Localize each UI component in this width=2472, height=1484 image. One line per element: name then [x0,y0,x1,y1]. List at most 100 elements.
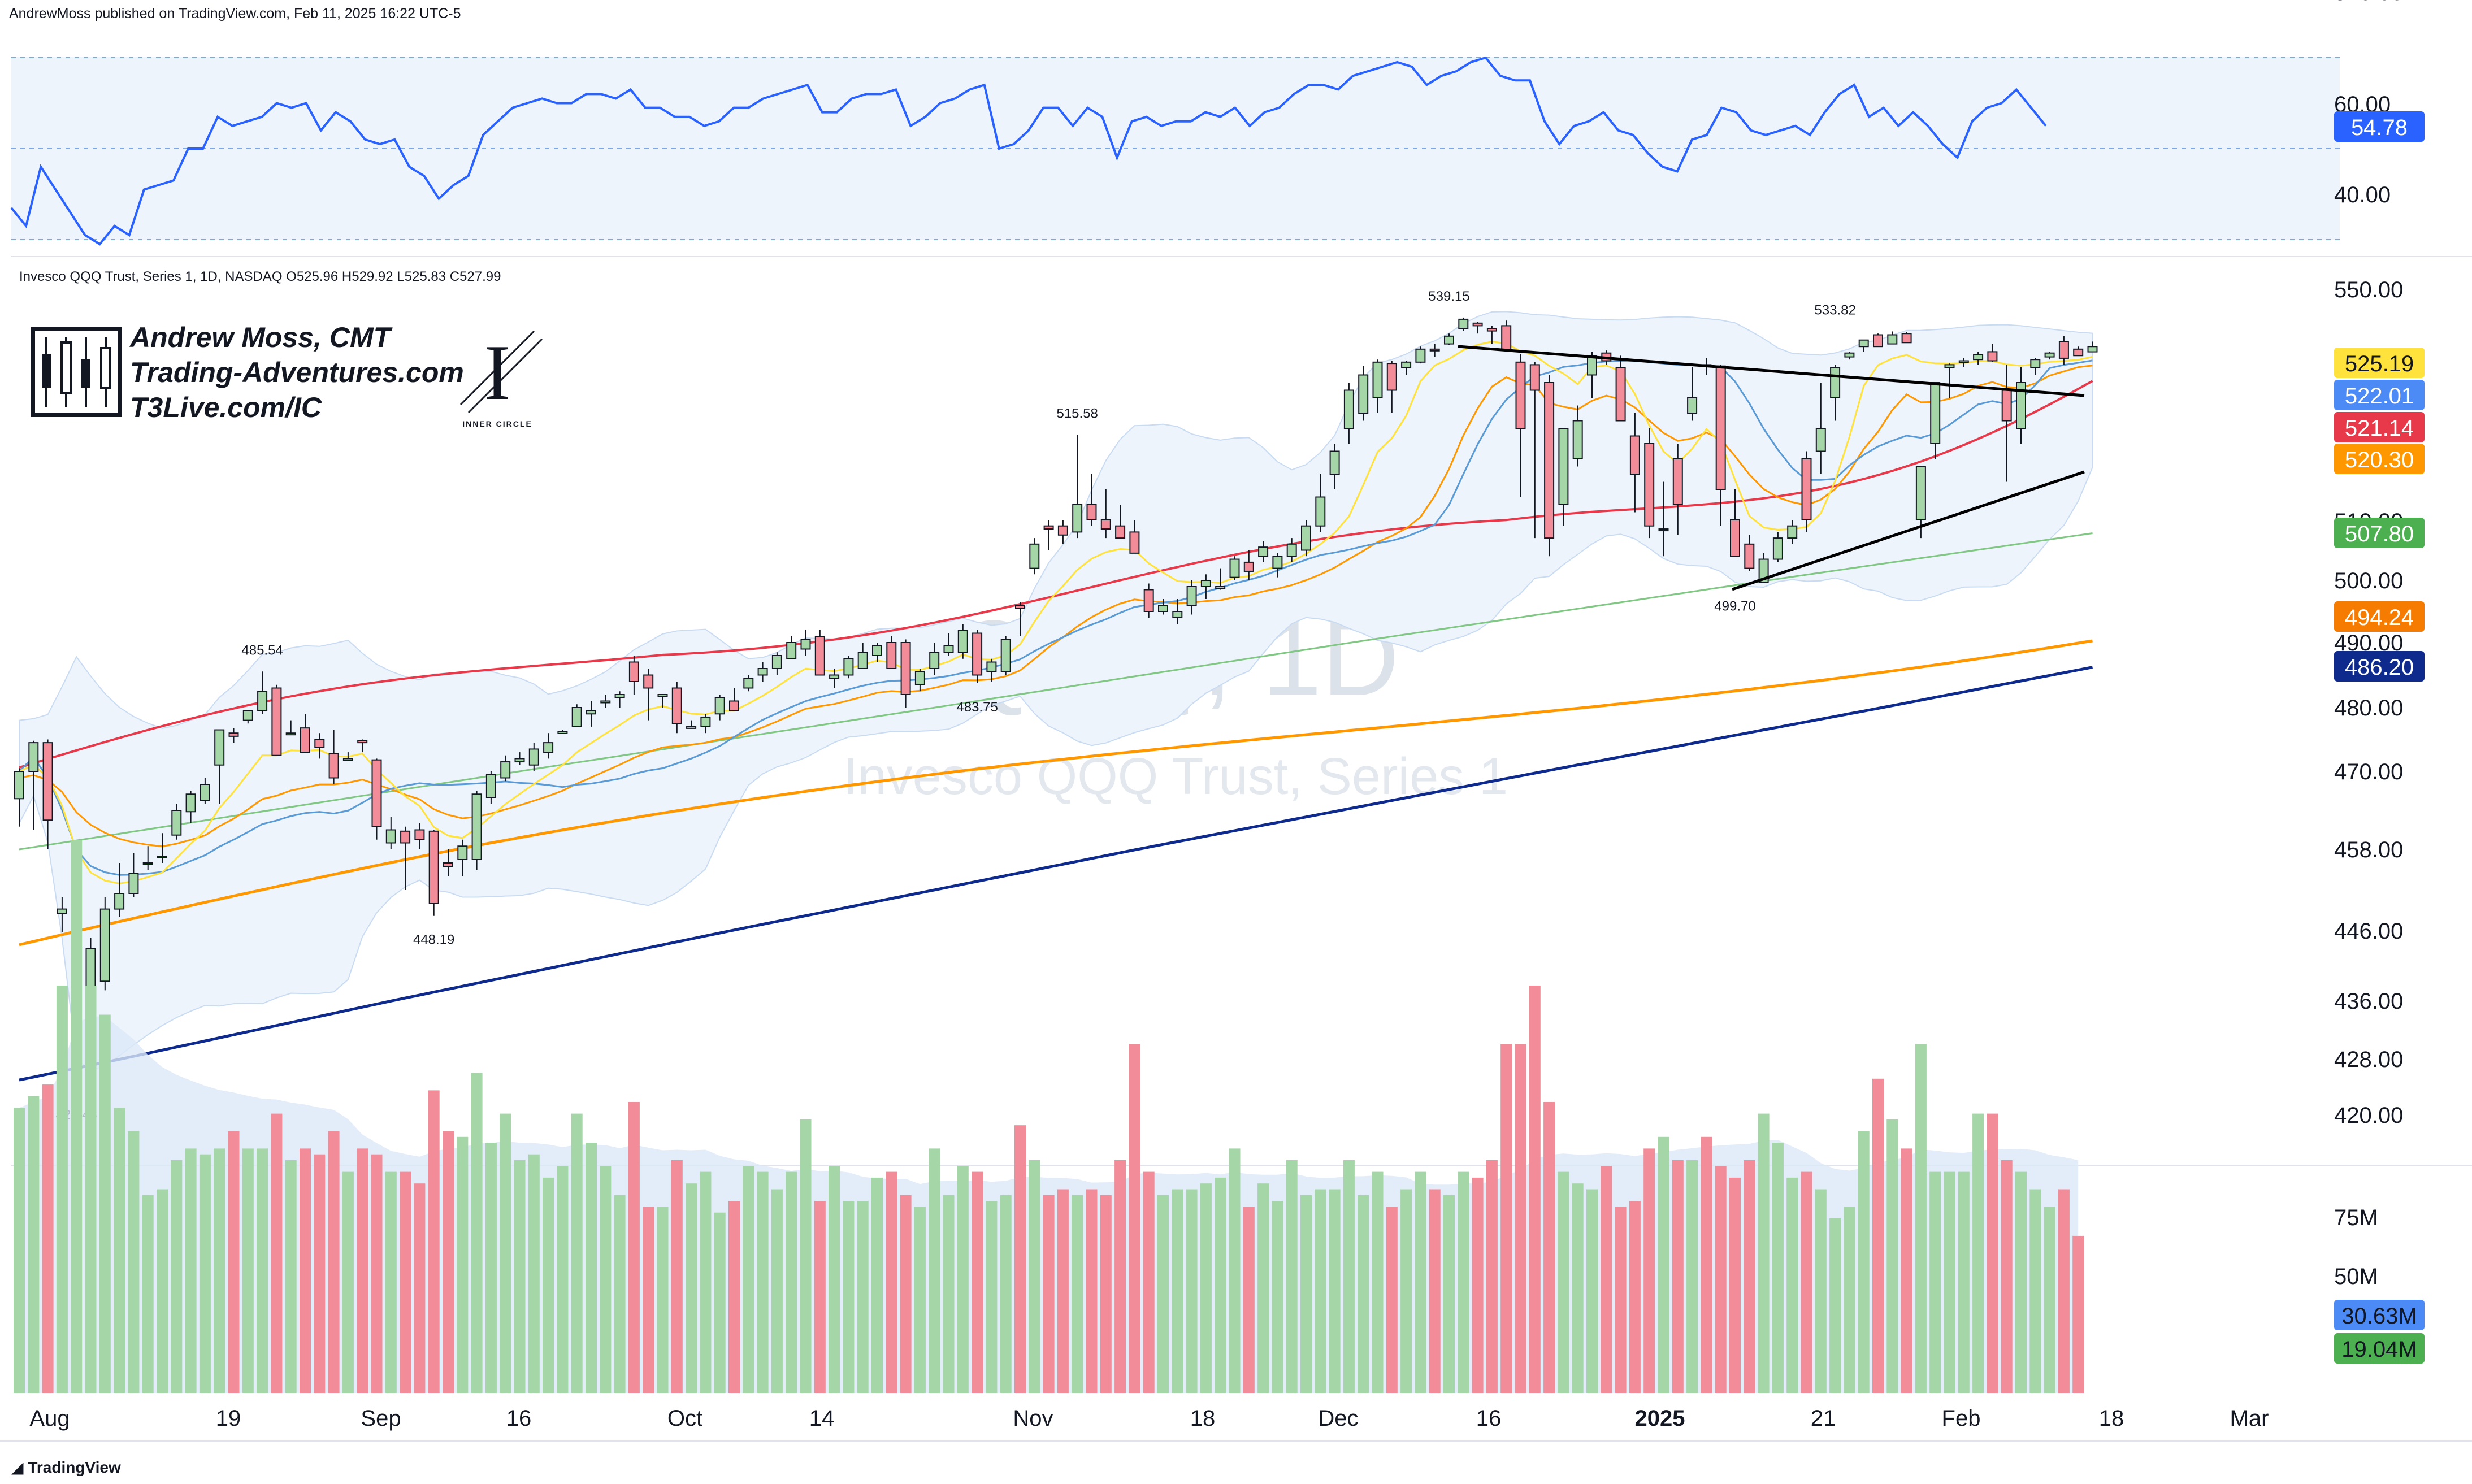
candle [443,849,453,876]
candle [1372,359,1383,413]
candle-body [1272,556,1283,569]
candle [171,804,182,840]
candle-body [371,759,382,827]
candle [1687,367,1698,421]
candle-body [1143,589,1154,612]
candle [385,817,396,849]
candle-body [1043,525,1054,530]
volume-bar [1086,1189,1098,1393]
volume-bar [1257,1183,1269,1393]
candle [972,630,983,683]
candle [357,739,368,753]
candle-body [1944,364,1955,368]
time-tick: 2025 [1635,1406,1685,1431]
candle [2016,367,2026,444]
candle-body [114,893,125,910]
candle [185,791,196,823]
candle-body [929,652,940,669]
svg-text:I: I [484,329,511,416]
candle-body [514,758,525,763]
candle-body [385,829,396,844]
time-axis[interactable]: Aug 19 Sep 16 Oct 14 Nov 18 Dec 16 2025 21 Feb 18 Mar [29,1406,2269,1431]
candle [557,730,568,734]
candle [1115,505,1126,539]
time-tick: 18 [1190,1406,1216,1431]
candle-body [1973,354,1984,361]
candle [1015,602,1025,636]
volume-bar [1744,1160,1755,1393]
volume-bar [1729,1177,1741,1393]
volume-bar [1243,1207,1255,1393]
candle [1444,333,1454,345]
candle-body [1258,546,1269,557]
candle-body [300,727,310,753]
candle-body [485,774,496,798]
footer-label: TradingView [28,1459,121,1476]
upper-trendline[interactable] [1458,345,2085,397]
volume-bar [1629,1201,1641,1393]
candle [757,662,768,682]
volume-bar [2072,1235,2084,1393]
candle [514,752,525,765]
candle-body [1229,558,1240,578]
volume-bar [1758,1113,1770,1393]
candle [42,739,53,849]
candle-body [1029,543,1040,569]
candle [400,826,411,890]
candle-body [1129,531,1140,554]
time-tick: Sep [361,1406,401,1431]
svg-text:54.78: 54.78 [2351,115,2408,140]
volume-bar [1300,1195,1312,1393]
time-tick: 19 [216,1406,241,1431]
price-label-badge: 19.04M [2334,1333,2425,1364]
volume-bar [414,1183,426,1393]
volume-bar [657,1207,669,1393]
candle-body [14,771,24,800]
volume-bar [1844,1207,1855,1393]
candle-body [357,740,368,744]
volume-bar [543,1177,554,1393]
price-label-badge: 522.01 [2334,380,2425,410]
candle-body [99,908,110,982]
volume-bar [71,840,83,1393]
candle [1158,599,1168,615]
volume-bar [1815,1189,1827,1393]
volume-bar [471,1073,483,1393]
volume-bar [1886,1119,1898,1393]
candle [771,652,782,675]
candle-body [142,862,153,865]
candle [371,758,382,840]
candle [257,671,268,714]
svg-text:521.14: 521.14 [2345,416,2414,441]
volume-bar [357,1148,368,1393]
candle [571,704,582,727]
candle [929,643,940,675]
inner-circle-text: INNER CIRCLE [462,419,532,428]
candle-body [1186,586,1197,606]
candle [1815,383,1826,474]
candle [2073,346,2084,357]
candle [2087,341,2098,353]
candle [1887,331,1898,345]
volume-bar [1329,1189,1341,1393]
candle [1143,583,1154,618]
candle-body [886,642,897,669]
candle-body [1873,334,1883,348]
candle [857,643,868,669]
candle [729,688,739,711]
volume-bar [1443,1195,1455,1393]
lower-trendline[interactable] [1732,470,2085,591]
candle-body [1915,466,1926,520]
candle-body [1644,443,1655,527]
candle-body [214,729,225,766]
price-axis[interactable]: 60.0040.00550.00520.00510.00500.00490.00… [2334,0,2425,1364]
candle [1000,636,1011,675]
candle-body [1100,519,1111,530]
volume-bar [2029,1189,2041,1393]
tradingview-footer[interactable]: ◢ TradingView [11,1458,121,1477]
candle [28,740,39,830]
candle [986,658,997,682]
candle-body [1572,420,1583,459]
candle-body [671,687,682,724]
